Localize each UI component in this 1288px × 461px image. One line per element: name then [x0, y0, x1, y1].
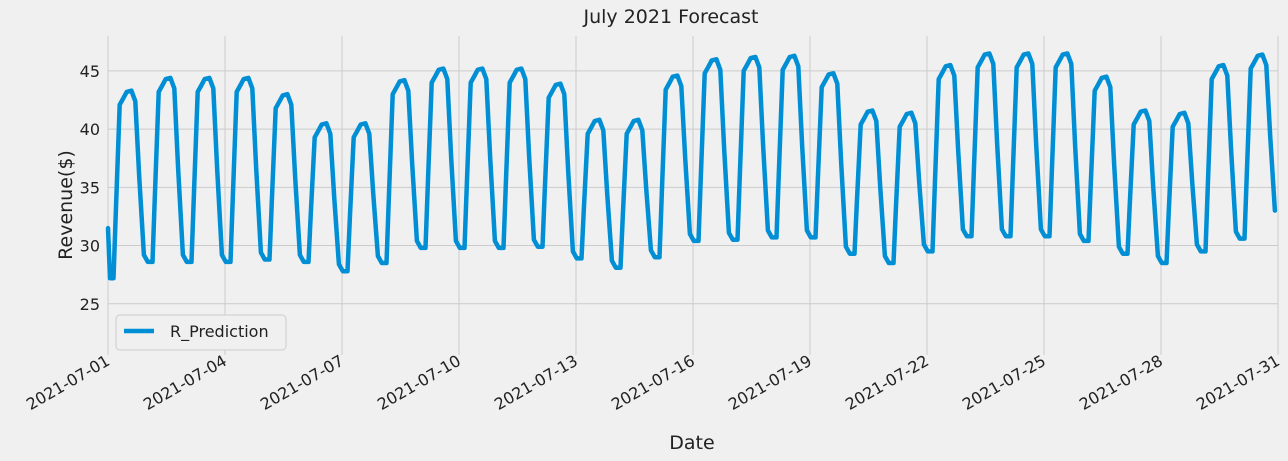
y-tick-label: 25 [80, 295, 100, 314]
chart-title: July 2021 Forecast [583, 6, 759, 28]
y-tick-label: 45 [80, 62, 100, 81]
y-tick-labels: 25 30 35 40 45 [80, 62, 100, 314]
legend-box [115, 314, 287, 351]
y-axis-label: Revenue($) [55, 150, 77, 260]
series-line-r-prediction [105, 51, 1278, 281]
legend: R_Prediction [115, 314, 287, 351]
grid [107, 36, 1279, 355]
y-tick-label: 30 [80, 237, 100, 256]
y-tick-label: 40 [80, 120, 100, 139]
series-layer [105, 51, 1278, 281]
y-tick-label: 35 [80, 178, 100, 197]
legend-label-r-prediction: R_Prediction [170, 322, 269, 342]
x-axis-label: Date [669, 432, 714, 454]
